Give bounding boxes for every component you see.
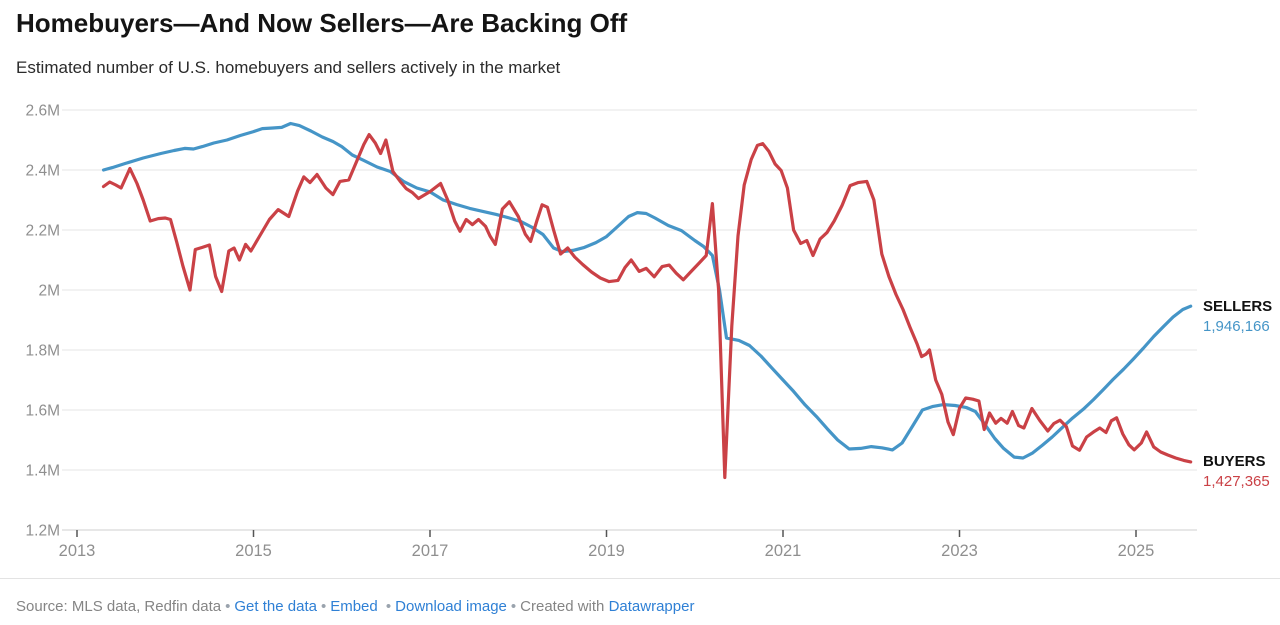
buyers-series-name: BUYERS xyxy=(1203,453,1266,470)
sellers-line xyxy=(101,121,1193,460)
separator: • xyxy=(225,598,231,615)
buyers-latest-value: 1,427,365 xyxy=(1203,473,1270,490)
y-axis-tick-label: 1.8M xyxy=(26,343,60,360)
sellers-end-label: SELLERS 1,946,166 xyxy=(1203,297,1279,337)
x-axis-tick-label: 2015 xyxy=(235,542,272,560)
x-axis-tick-label: 2025 xyxy=(1118,542,1155,560)
footer-divider xyxy=(0,578,1280,579)
sellers-series-name: SELLERS xyxy=(1203,298,1273,315)
buyers-end-label: BUYERS 1,427,365 xyxy=(1203,452,1279,492)
y-axis-tick-label: 1.6M xyxy=(26,403,60,420)
download-image-link[interactable]: Download image xyxy=(395,598,507,615)
chart-title: Homebuyers—And Now Sellers—Are Backing O… xyxy=(16,8,628,38)
x-axis-tick-label: 2019 xyxy=(588,542,625,560)
separator: • xyxy=(320,598,327,615)
y-axis-tick-label: 2.4M xyxy=(26,163,60,180)
sellers-latest-value: 1,946,166 xyxy=(1203,318,1270,335)
separator: • xyxy=(381,598,392,615)
y-axis-tick-label: 2M xyxy=(38,283,60,300)
x-axis-tick-label: 2017 xyxy=(412,542,449,560)
footer: Source: MLS data, Redfin data • Get the da… xyxy=(16,598,694,615)
y-axis-tick-label: 1.2M xyxy=(26,523,60,540)
embed-link[interactable]: Embed xyxy=(330,598,378,615)
created-with-text: Created with xyxy=(520,598,605,615)
get-the-data-link[interactable]: Get the data xyxy=(234,598,317,615)
x-axis-tick-label: 2013 xyxy=(59,542,96,560)
separator: • xyxy=(510,598,517,615)
x-axis-tick-label: 2023 xyxy=(941,542,978,560)
buyers-line xyxy=(101,133,1193,480)
y-axis-tick-label: 2.2M xyxy=(26,223,60,240)
y-axis-tick-label: 2.6M xyxy=(26,103,60,120)
chart-subtitle: Estimated number of U.S. homebuyers and … xyxy=(16,58,561,77)
datawrapper-link[interactable]: Datawrapper xyxy=(608,598,695,615)
line-chart-canvas: 2.6M 2.4M 2.2M 2M 1.8M 1.6M 1.4M 1.2M 2013 2015 20… xyxy=(26,103,1197,560)
source-text: Source: MLS data, Redfin data xyxy=(16,598,222,615)
x-axis-tick-label: 2021 xyxy=(765,542,802,560)
y-axis-tick-label: 1.4M xyxy=(26,463,60,480)
